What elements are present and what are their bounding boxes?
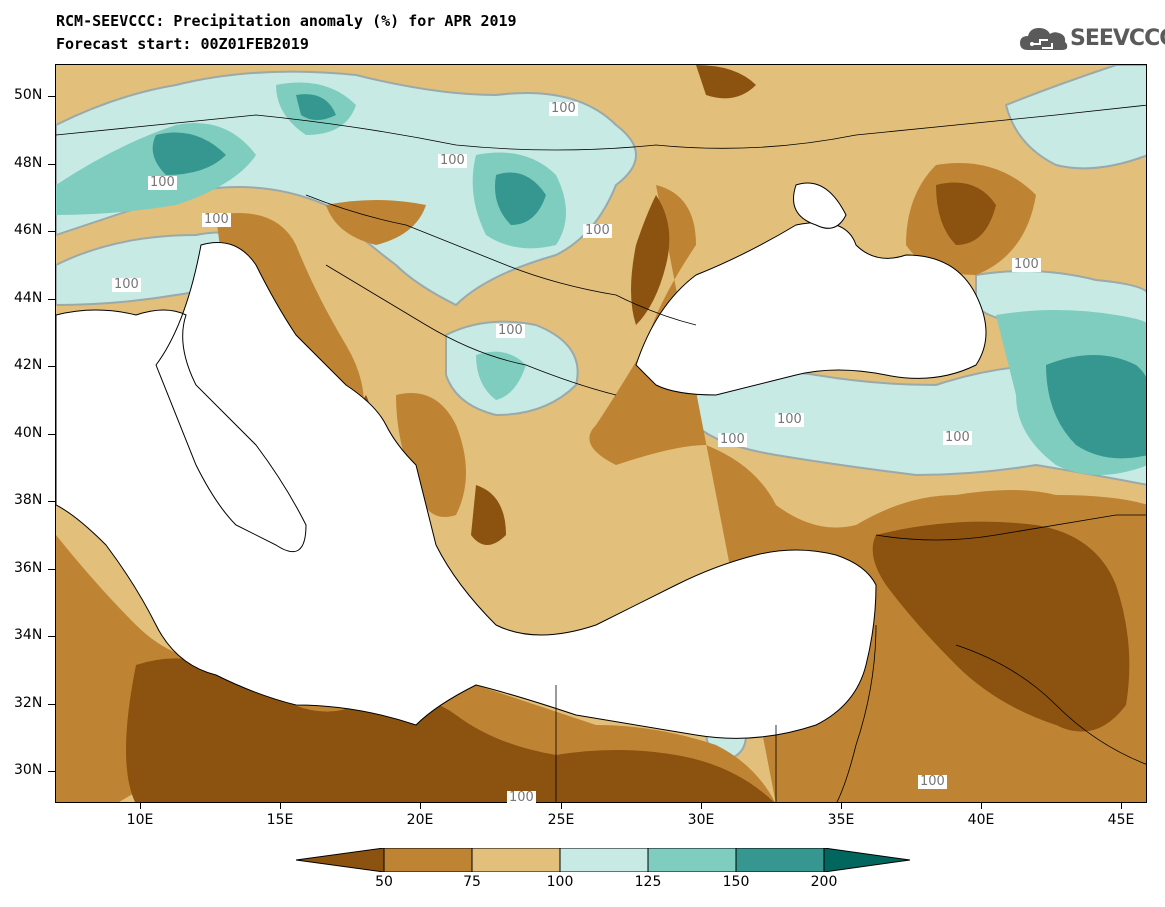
lat-label: 46N <box>14 222 43 238</box>
lat-label: 36N <box>14 560 43 576</box>
lat-tick <box>48 704 55 705</box>
forecast-start: Forecast start: 00Z01FEB2019 <box>56 35 309 53</box>
colorbar-label: 150 <box>722 874 750 890</box>
cloud-icon <box>1020 28 1068 50</box>
lat-tick <box>48 299 55 300</box>
lon-label: 30E <box>687 812 715 828</box>
contour-label: 100 <box>718 432 747 447</box>
lon-tick <box>280 803 281 809</box>
anomaly-lt50 <box>126 65 1130 802</box>
contour-label: 100 <box>148 175 177 190</box>
contour-label: 100 <box>918 774 947 789</box>
lon-tick <box>981 803 982 809</box>
lon-tick <box>841 803 842 809</box>
seevccc-logo: SEEVCCC <box>1018 24 1165 54</box>
contour-label: 100 <box>202 212 231 227</box>
colorbar-75-100 <box>471 848 561 872</box>
lat-label: 32N <box>14 695 43 711</box>
logo-text: SEEVCCC <box>1070 26 1165 51</box>
lon-label: 20E <box>406 812 434 828</box>
lon-label: 10E <box>126 812 154 828</box>
lon-label: 40E <box>967 812 995 828</box>
lat-label: 48N <box>14 155 43 171</box>
lat-label: 34N <box>14 627 43 643</box>
lat-tick <box>48 636 55 637</box>
colorbar-125-150 <box>647 848 737 872</box>
lat-tick <box>48 501 55 502</box>
lon-label: 35E <box>827 812 855 828</box>
lat-tick <box>48 434 55 435</box>
lon-label: 15E <box>266 812 294 828</box>
anomaly-map <box>55 64 1147 803</box>
lat-tick <box>48 164 55 165</box>
colorbar-label: 50 <box>375 874 393 890</box>
lon-tick <box>1121 803 1122 809</box>
colorbar-label: 100 <box>546 874 574 890</box>
sea-mask <box>56 182 987 739</box>
colorbar-label: 125 <box>634 874 662 890</box>
contour-label: 100 <box>496 323 525 338</box>
lat-tick <box>48 771 55 772</box>
lon-label: 25E <box>547 812 575 828</box>
lat-label: 42N <box>14 357 43 373</box>
colorbar <box>296 848 911 872</box>
lat-label: 38N <box>14 492 43 508</box>
lon-tick <box>561 803 562 809</box>
lat-label: 44N <box>14 290 43 306</box>
contour-label: 100 <box>775 412 804 427</box>
lat-label: 30N <box>14 762 43 778</box>
lon-label: 45E <box>1107 812 1135 828</box>
chart-title: RCM-SEEVCCC: Precipitation anomaly (%) f… <box>56 12 517 30</box>
colorbar-150-200 <box>735 848 825 872</box>
contour-label: 100 <box>1012 257 1041 272</box>
contour-label: 100 <box>549 101 578 116</box>
colorbar-100-125 <box>559 848 649 872</box>
contour-label: 100 <box>507 790 536 805</box>
lon-tick <box>701 803 702 809</box>
colorbar-lt50 <box>296 848 385 872</box>
lat-label: 40N <box>14 425 43 441</box>
colorbar-label: 200 <box>810 874 838 890</box>
contour-label: 100 <box>943 430 972 445</box>
lon-tick <box>420 803 421 809</box>
lat-tick <box>48 569 55 570</box>
lat-tick <box>48 366 55 367</box>
contour-label: 100 <box>583 223 612 238</box>
lat-tick <box>48 96 55 97</box>
colorbar-gt200 <box>823 848 911 872</box>
colorbar-label: 75 <box>463 874 481 890</box>
lat-label: 50N <box>14 87 43 103</box>
country-borders <box>56 104 1146 802</box>
lon-tick <box>140 803 141 809</box>
lat-tick <box>48 231 55 232</box>
contour-label: 100 <box>112 277 141 292</box>
map-canvas <box>56 65 1146 802</box>
colorbar-50-75 <box>383 848 473 872</box>
contour-label: 100 <box>438 153 467 168</box>
